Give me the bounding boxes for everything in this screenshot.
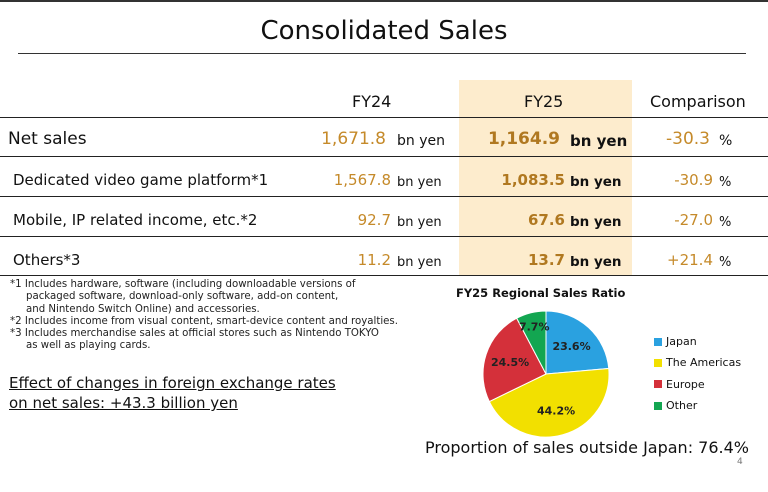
fy24-value: 1,671.8 [321, 129, 386, 149]
legend-item: The Americas [654, 352, 741, 373]
change-value: +21.4 [667, 251, 713, 269]
chart-title: FY25 Regional Sales Ratio [456, 286, 626, 300]
footnote-1-cont: packaged software, download-only softwar… [26, 291, 339, 303]
change-unit: % [719, 133, 733, 149]
fx-effect-line2: on net sales: +43.3 billion yen [9, 394, 238, 412]
pie-label-the-americas: 44.2% [537, 404, 575, 417]
top-border [0, 0, 768, 2]
fy25-highlight-band [459, 80, 632, 275]
header-fy25: FY25 [524, 92, 564, 111]
title-divider [18, 53, 746, 54]
fy25-value: 1,083.5 [501, 171, 565, 189]
legend-swatch [654, 401, 662, 410]
header-fy24: FY24 [352, 92, 392, 111]
footnote-3-cont: as well as playing cards. [26, 340, 151, 352]
change-unit: % [719, 175, 732, 190]
page-title: Consolidated Sales [260, 16, 508, 46]
legend-swatch [654, 358, 662, 367]
row-label: Others*3 [13, 251, 81, 269]
legend-swatch [654, 380, 662, 389]
pie-label-other: 7.7% [519, 320, 550, 333]
change-unit: % [719, 215, 732, 230]
footnote-1: *1 Includes hardware, software (includin… [10, 279, 356, 290]
pie-label-japan: 23.6% [552, 340, 590, 353]
legend-label: Europe [666, 377, 705, 391]
fy24-unit: bn yen [397, 133, 445, 149]
footnote-2: *2 Includes income from visual content, … [10, 315, 398, 327]
footnote-3: *3 Includes merchandise sales at officia… [10, 328, 379, 340]
proportion-outside-japan: Proportion of sales outside Japan: 76.4% [425, 438, 749, 457]
table-rule [0, 236, 768, 237]
fy24-value: 1,567.8 [333, 171, 391, 189]
table-rule [0, 156, 768, 157]
footnote-1-cont: and Nintendo Switch Online) and accessor… [26, 303, 260, 315]
change-value: -27.0 [674, 211, 713, 229]
fy24-value: 92.7 [357, 211, 391, 229]
change-value: -30.3 [666, 129, 710, 149]
table-rule-bottom [0, 275, 768, 276]
legend-item: Europe [654, 374, 741, 395]
fy24-unit: bn yen [397, 255, 442, 270]
legend-item: Japan [654, 331, 741, 352]
legend-label: Japan [666, 335, 697, 349]
fy25-value: 13.7 [527, 251, 565, 269]
footnotes: *1 Includes hardware, software (includin… [10, 279, 430, 353]
table-rule [0, 196, 768, 197]
change-unit: % [719, 255, 732, 270]
pie-slice-the-americas [488, 367, 610, 438]
fy25-unit: bn yen [570, 214, 622, 230]
fx-effect-note: Effect of changes in foreign exchange ra… [9, 373, 336, 413]
pie-label-europe: 24.5% [491, 356, 529, 369]
fy24-unit: bn yen [397, 175, 442, 190]
fy24-unit: bn yen [397, 215, 442, 230]
fy25-unit: bn yen [570, 254, 622, 270]
fy24-value: 11.2 [357, 251, 391, 269]
change-value: -30.9 [674, 171, 713, 189]
pie-slice-japan [545, 310, 610, 375]
chart-legend: Japan The Americas Europe Other [654, 331, 741, 416]
fy25-value: 67.6 [527, 211, 565, 229]
fy25-unit: bn yen [570, 174, 622, 190]
row-label: Mobile, IP related income, etc.*2 [13, 211, 258, 229]
table-rule-top [0, 117, 768, 118]
fy25-unit: bn yen [570, 132, 628, 150]
fx-effect-line1: Effect of changes in foreign exchange ra… [9, 374, 336, 392]
legend-swatch [654, 337, 662, 346]
header-comparison: Comparison [650, 92, 746, 111]
legend-label: Other [666, 399, 698, 413]
row-label: Dedicated video game platform*1 [13, 171, 269, 189]
pie-slice-other [516, 310, 547, 375]
legend-item: Other [654, 395, 741, 416]
row-label: Net sales [8, 129, 87, 149]
legend-label: The Americas [666, 356, 742, 370]
pie-slice-europe [482, 317, 547, 403]
fy25-value: 1,164.9 [487, 129, 560, 149]
page-number: 4 [737, 457, 743, 467]
